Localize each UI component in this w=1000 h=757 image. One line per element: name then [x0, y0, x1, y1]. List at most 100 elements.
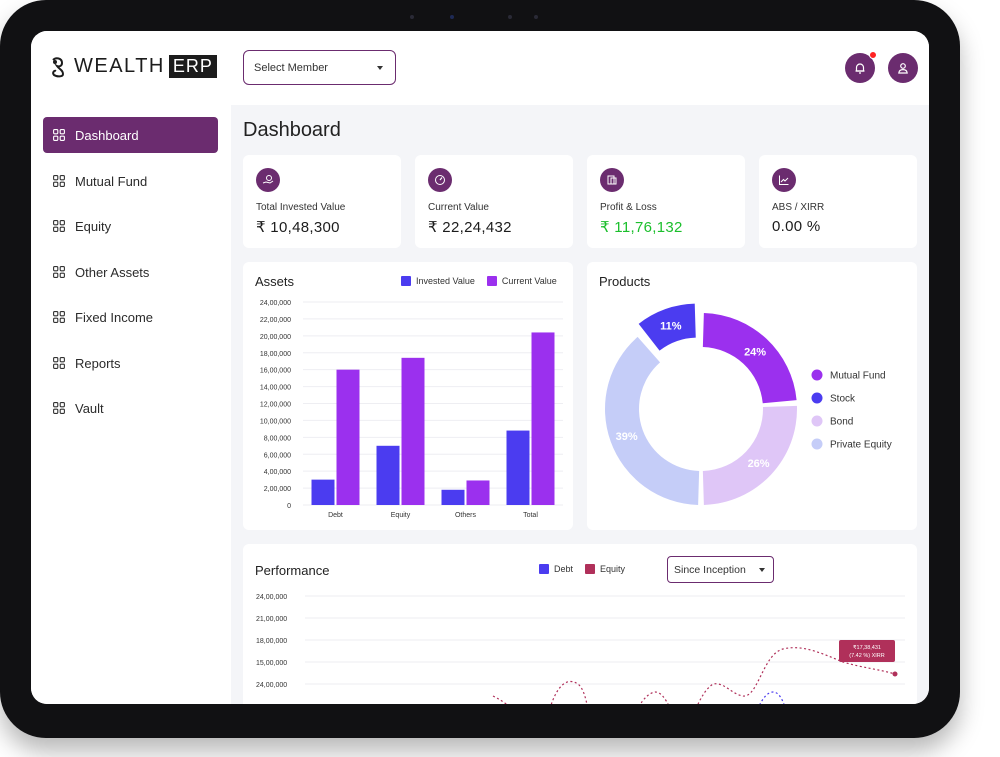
- notification-dot: [869, 51, 877, 59]
- legend-swatch: [811, 392, 823, 404]
- bar-current: [531, 332, 555, 505]
- notification-button[interactable]: [845, 51, 877, 83]
- main-content: Dashboard Total Invested Value ₹ 10,48,3…: [231, 105, 929, 704]
- performance-title: Performance: [255, 563, 330, 578]
- brand-suffix: ERP: [168, 55, 217, 78]
- assets-legend: Invested Value Current Value: [401, 276, 557, 286]
- bell-icon: [855, 63, 865, 74]
- period-select-value: Since Inception: [674, 563, 746, 576]
- grid-icon: [53, 402, 65, 414]
- stat-card-xirr[interactable]: ABS / XIRR 0.00 %: [759, 155, 917, 248]
- performance-legend: Debt Equity: [539, 564, 625, 574]
- x-tick-label: Equity: [391, 512, 411, 519]
- grid-icon: [53, 266, 65, 278]
- top-bar: WEALTH ERP Select Member: [31, 31, 929, 105]
- sidebar-item-label: Fixed Income: [75, 309, 154, 325]
- donut-slice-stock: [638, 303, 696, 351]
- y-tick-label: 24,00,000: [256, 594, 287, 601]
- sidebar-item-vault[interactable]: Vault: [43, 390, 218, 426]
- legend-label: Mutual Fund: [830, 371, 886, 382]
- sidebar-item-label: Dashboard: [75, 127, 139, 143]
- profile-button[interactable]: [888, 53, 918, 83]
- sidebar-item-fixed-income[interactable]: Fixed Income: [43, 299, 218, 335]
- sidebar-item-mutual-fund[interactable]: Mutual Fund: [43, 163, 218, 199]
- sidebar-item-label: Other Assets: [75, 264, 150, 280]
- y-tick-label: 10,00,000: [260, 418, 291, 425]
- bar-invested: [506, 430, 530, 505]
- y-tick-label: 18,00,000: [256, 638, 287, 645]
- y-tick-label: 2,00,000: [264, 486, 291, 493]
- sidebar-item-equity[interactable]: Equity: [43, 208, 218, 244]
- stat-label: ABS / XIRR: [772, 202, 825, 213]
- legend-label-equity: Equity: [600, 564, 626, 574]
- products-title: Products: [599, 274, 651, 289]
- performance-card: Performance Debt Equity Since Inception …: [243, 544, 917, 704]
- member-select[interactable]: Select Member: [243, 50, 396, 85]
- y-tick-label: 12,00,000: [260, 402, 291, 409]
- stat-card-current[interactable]: Current Value ₹ 22,24,432: [415, 155, 573, 248]
- legend-label: Bond: [830, 417, 853, 428]
- bar-current: [466, 480, 490, 505]
- bar-current: [336, 369, 360, 505]
- tooltip-box: [839, 640, 895, 662]
- sidebar-item-other-assets[interactable]: Other Assets: [43, 254, 218, 290]
- brand-word: WEALTH: [74, 55, 165, 77]
- donut-slice-label: 11%: [660, 320, 682, 332]
- gauge-icon: [428, 168, 452, 192]
- donut-slice-label: 39%: [616, 431, 638, 443]
- assets-title: Assets: [255, 274, 295, 289]
- stat-value: ₹ 22,24,432: [428, 219, 512, 236]
- equity-line: [492, 647, 896, 704]
- trend-chart-icon: [772, 168, 796, 192]
- y-tick-label: 0: [287, 503, 291, 510]
- x-tick-label: Total: [523, 512, 538, 519]
- donut-slice-private-equity: [605, 336, 700, 505]
- y-tick-label: 16,00,000: [260, 368, 291, 375]
- y-tick-label: 8,00,000: [264, 435, 291, 442]
- y-tick-label: 6,00,000: [264, 452, 291, 459]
- y-tick-label: 18,00,000: [260, 351, 291, 358]
- money-stack-icon: [600, 168, 624, 192]
- stat-card-profit-loss[interactable]: Profit & Loss ₹ 11,76,132: [587, 155, 745, 248]
- sidebar-item-label: Vault: [75, 400, 104, 416]
- period-select[interactable]: Since Inception: [667, 556, 774, 583]
- x-tick-label: Debt: [328, 512, 343, 519]
- legend-swatch: [811, 415, 823, 427]
- grid-icon: [53, 311, 65, 323]
- products-card: Products 24% 26% 39% 11% Mutual Fund Stock Bon…: [587, 262, 917, 530]
- legend-swatch-debt: [539, 564, 549, 574]
- legend-swatch-equity: [585, 564, 596, 574]
- sidebar: Dashboard Mutual Fund Equity Other Asset…: [31, 105, 231, 704]
- user-icon: [898, 63, 908, 74]
- y-tick-label: 14,00,000: [260, 385, 291, 392]
- tablet-frame: WEALTH ERP Select Member: [0, 0, 960, 738]
- sidebar-item-reports[interactable]: Reports: [43, 345, 218, 381]
- products-donut-chart: 24% 26% 39% 11% Mutual Fund Stock Bond Private …: [605, 303, 892, 505]
- debt-line: [759, 691, 785, 704]
- y-tick-label: 15,00,000: [256, 660, 287, 667]
- assets-bar-chart: 0 2,00,000 4,00,000 6,00,000 8,00,000 10,00,0…: [260, 300, 563, 519]
- donut-slice-label: 26%: [748, 458, 770, 470]
- grid-icon: [53, 220, 65, 232]
- bar-current: [401, 357, 425, 505]
- bar-invested: [376, 445, 400, 505]
- sidebar-item-label: Equity: [75, 218, 112, 234]
- stat-card-invested[interactable]: Total Invested Value ₹ 10,48,300: [243, 155, 401, 248]
- chevron-down-icon: [377, 66, 383, 70]
- brand-logo[interactable]: WEALTH ERP: [47, 55, 217, 78]
- donut-slice-mutual-fund: [702, 313, 797, 404]
- page-title: Dashboard: [243, 119, 341, 141]
- legend-swatch-invested: [401, 276, 411, 286]
- donut-slice-label: 24%: [744, 346, 766, 358]
- sidebar-item-label: Reports: [75, 355, 121, 371]
- stat-label: Profit & Loss: [600, 202, 657, 213]
- grid-icon: [53, 129, 65, 141]
- app-screen: WEALTH ERP Select Member: [31, 31, 929, 704]
- performance-line-chart: 24,00,000 21,00,000 18,00,000 15,00,000 24,0…: [256, 594, 905, 704]
- camera-bar: [410, 10, 540, 24]
- stat-value: ₹ 11,76,132: [600, 219, 683, 236]
- tooltip-xirr: (7.42 %) XIRR: [849, 653, 884, 659]
- legend-label: Private Equity: [830, 440, 892, 451]
- sidebar-item-dashboard[interactable]: Dashboard: [43, 117, 218, 153]
- legend-label: Stock: [830, 394, 856, 405]
